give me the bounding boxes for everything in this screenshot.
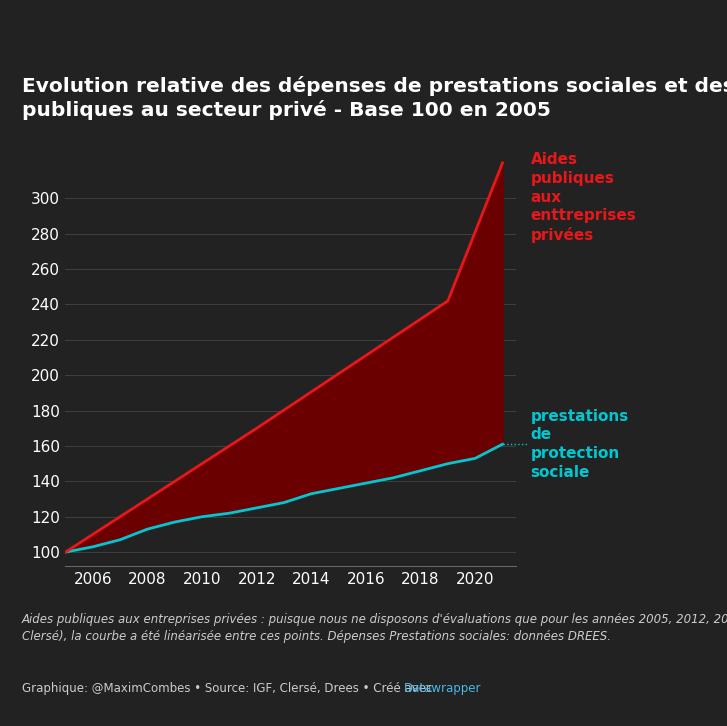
- Text: Aides
publiques
aux
enttreprises
privées: Aides publiques aux enttreprises privées: [531, 152, 636, 243]
- Text: Evolution relative des dépenses de prestations sociales et des aides
publiques a: Evolution relative des dépenses de prest…: [22, 76, 727, 120]
- Text: Datawrapper: Datawrapper: [403, 682, 481, 696]
- Text: Graphique: @MaximCombes • Source: IGF, Clersé, Drees • Créé avec: Graphique: @MaximCombes • Source: IGF, C…: [22, 682, 436, 696]
- Text: prestations
de
protection
sociale: prestations de protection sociale: [531, 409, 629, 480]
- Text: Aides publiques aux entreprises privées : puisque nous ne disposons d'évaluation: Aides publiques aux entreprises privées …: [22, 613, 727, 643]
